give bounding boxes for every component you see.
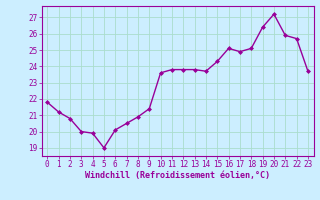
X-axis label: Windchill (Refroidissement éolien,°C): Windchill (Refroidissement éolien,°C) [85, 171, 270, 180]
